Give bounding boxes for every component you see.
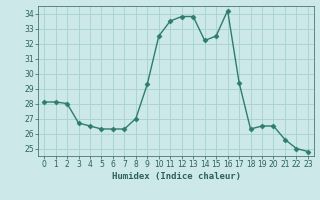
X-axis label: Humidex (Indice chaleur): Humidex (Indice chaleur)	[111, 172, 241, 181]
